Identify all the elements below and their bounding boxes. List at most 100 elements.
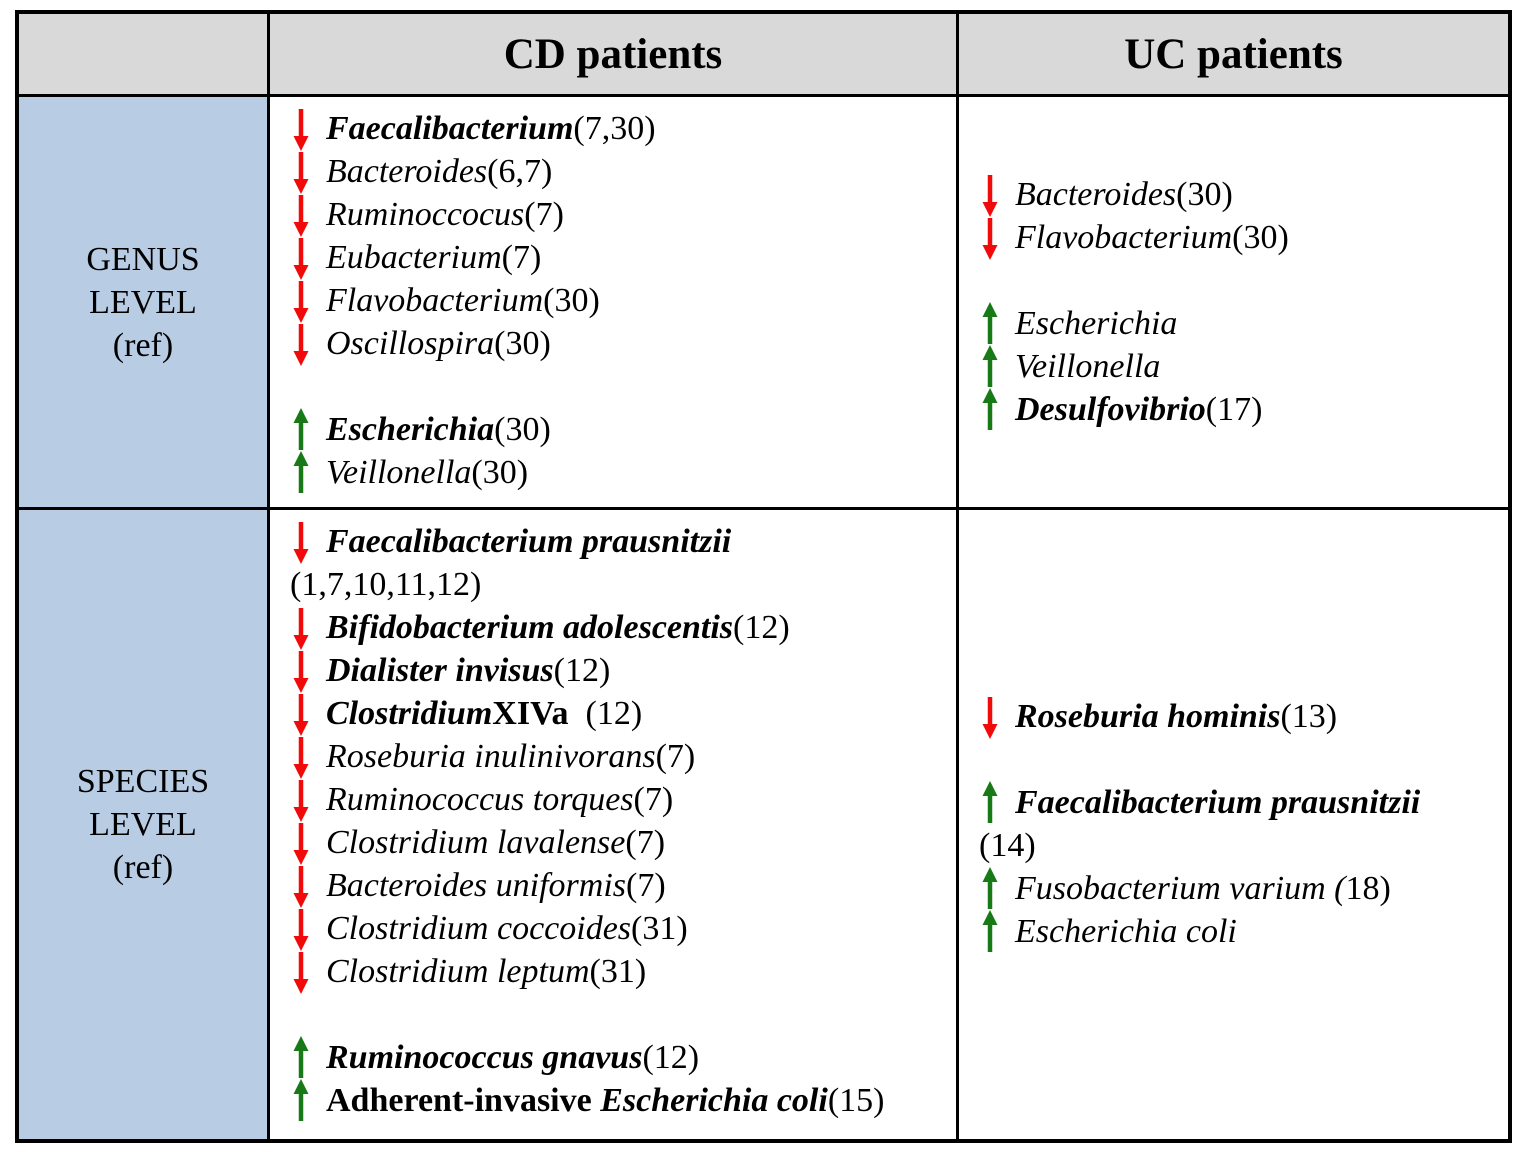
taxon-line: Roseburia hominis (13) (979, 696, 1508, 739)
cell-species-cd: Faecalibacterium prausnitzii (1,7,10,11,1… (270, 510, 956, 1139)
decrease-arrow-icon (979, 172, 1015, 218)
taxon-name: Escherichia (326, 410, 495, 448)
reference-number: (7) (625, 823, 666, 861)
increase-arrow-icon (290, 1078, 326, 1124)
header-corner-cell (19, 14, 267, 94)
taxon-line: Ruminococcus torques (7) (290, 777, 956, 823)
reference-number: (30) (471, 453, 529, 491)
taxon-line: (14) (979, 825, 1508, 868)
header-cd-label: CD patients (503, 30, 723, 78)
row-label-line: (ref) (112, 326, 174, 364)
taxon-name: Oscillospira (326, 324, 495, 362)
reference-number: (30) (1232, 218, 1289, 256)
taxon-line: Ruminoccocus (7) (290, 193, 956, 237)
reference-number: (7) (501, 238, 542, 276)
taxon-name: Ruminococcus torques (326, 780, 634, 818)
reference-number: (7) (655, 737, 696, 775)
taxon-line: Veillonella (30) (290, 450, 956, 496)
taxon-line: Bacteroides (30) (979, 172, 1508, 218)
taxon-name: Escherichia (1015, 304, 1178, 342)
increase-arrow-icon (979, 301, 1015, 347)
decrease-arrow-icon (290, 321, 326, 367)
taxon-line: Flavobacterium (30) (290, 278, 956, 324)
row-label-species-level: SPECIES LEVEL (ref) (19, 510, 267, 1139)
taxon-name: Bacteroides (1015, 175, 1177, 213)
reference-number: (31) (631, 909, 688, 947)
taxon-line: Escherichia (30) (290, 407, 956, 453)
taxon-line: Bacteroides (6,7) (290, 149, 956, 195)
header-uc-label: UC patients (1124, 30, 1343, 78)
taxon-name: Escherichia coli (600, 1081, 828, 1119)
taxon-name: Bifidobacterium adolescentis (326, 608, 734, 646)
reference-number: (15) (827, 1081, 885, 1119)
taxon-name: Ruminoccocus (326, 195, 525, 233)
taxon-line: Eubacterium (7) (290, 235, 956, 281)
taxon-name: XIVa (492, 694, 569, 732)
decrease-arrow-icon (290, 278, 326, 324)
taxon-line: Oscillospira (30) (290, 321, 956, 367)
reference-number: (17) (1205, 390, 1263, 428)
taxon-line: Flavobacterium (30) (979, 215, 1508, 261)
reference-number: (7) (633, 780, 674, 818)
taxon-name: Flavobacterium (326, 281, 544, 319)
taxon-line: Escherichia coli (979, 909, 1508, 955)
decrease-arrow-icon (979, 694, 1015, 740)
blank-line (290, 993, 956, 1036)
taxon-name: Dialister invisus (326, 651, 554, 689)
header-cd-patients: CD patients (270, 14, 956, 94)
taxon-name: Roseburia hominis (1015, 698, 1281, 735)
reference-number: (12) (553, 651, 611, 689)
reference-number: (13) (1280, 698, 1338, 735)
taxon-line: Adherent-invasive Escherichia coli (15) (290, 1078, 956, 1124)
decrease-arrow-icon (290, 605, 326, 651)
reference-number: (30) (543, 281, 600, 319)
taxon-line: Escherichia (979, 301, 1508, 347)
decrease-arrow-icon (979, 215, 1015, 261)
taxon-line: Clostridium coccoides (31) (290, 906, 956, 952)
increase-arrow-icon (979, 909, 1015, 955)
increase-arrow-icon (979, 780, 1015, 826)
increase-arrow-icon (290, 407, 326, 453)
decrease-arrow-icon (290, 519, 326, 565)
taxon-line: Bacteroides uniformis (7) (290, 864, 956, 908)
decrease-arrow-icon (290, 906, 326, 952)
decrease-arrow-icon (290, 235, 326, 281)
reference-number: (14) (979, 827, 1036, 864)
taxon-line: Faecalibacterium (7,30) (290, 106, 956, 152)
row-label-line: LEVEL (89, 806, 197, 843)
taxon-name: Faecalibacterium (326, 109, 574, 147)
taxon-name: Bacteroides uniformis (326, 866, 626, 904)
reference-number: (30) (1176, 175, 1233, 213)
taxon-name: Clostridium coccoides (326, 909, 632, 947)
taxon-line: Bifidobacterium adolescentis (12) (290, 605, 956, 651)
header-uc-patients: UC patients (959, 14, 1508, 94)
decrease-arrow-icon (290, 820, 326, 866)
decrease-arrow-icon (290, 149, 326, 195)
taxon-name: Fusobacterium varium ( (1015, 870, 1346, 907)
decrease-arrow-icon (290, 648, 326, 694)
increase-arrow-icon (290, 450, 326, 496)
taxon-name: Ruminococcus gnavus (326, 1038, 643, 1076)
taxon-name: Clostridium (326, 694, 493, 732)
reference-number: (7,30) (573, 109, 656, 147)
taxon-name: Faecalibacterium prausnitzii (1015, 784, 1421, 821)
taxon-line: Fusobacterium varium (18) (979, 867, 1508, 911)
decrease-arrow-icon (290, 734, 326, 780)
taxon-line: Clostridium leptum (31) (290, 950, 956, 994)
decrease-arrow-icon (290, 691, 326, 737)
decrease-arrow-icon (290, 777, 326, 823)
increase-arrow-icon (979, 344, 1015, 390)
taxon-line: Clostridium lavalense (7) (290, 820, 956, 866)
reference-number (592, 1082, 601, 1120)
reference-number: (6,7) (487, 152, 553, 190)
decrease-arrow-icon (290, 106, 326, 152)
row-label-line: LEVEL (89, 283, 197, 321)
reference-number: 18) (1345, 870, 1391, 907)
row-label-line: (ref) (112, 849, 174, 886)
taxon-line: Roseburia inulinivorans (7) (290, 734, 956, 780)
taxon-name: Bacteroides (326, 152, 488, 190)
taxon-name: Escherichia coli (1015, 913, 1237, 950)
taxon-name: Clostridium leptum (326, 952, 590, 990)
taxon-name: Desulfovibrio (1015, 390, 1206, 428)
taxon-line: Veillonella (979, 344, 1508, 390)
